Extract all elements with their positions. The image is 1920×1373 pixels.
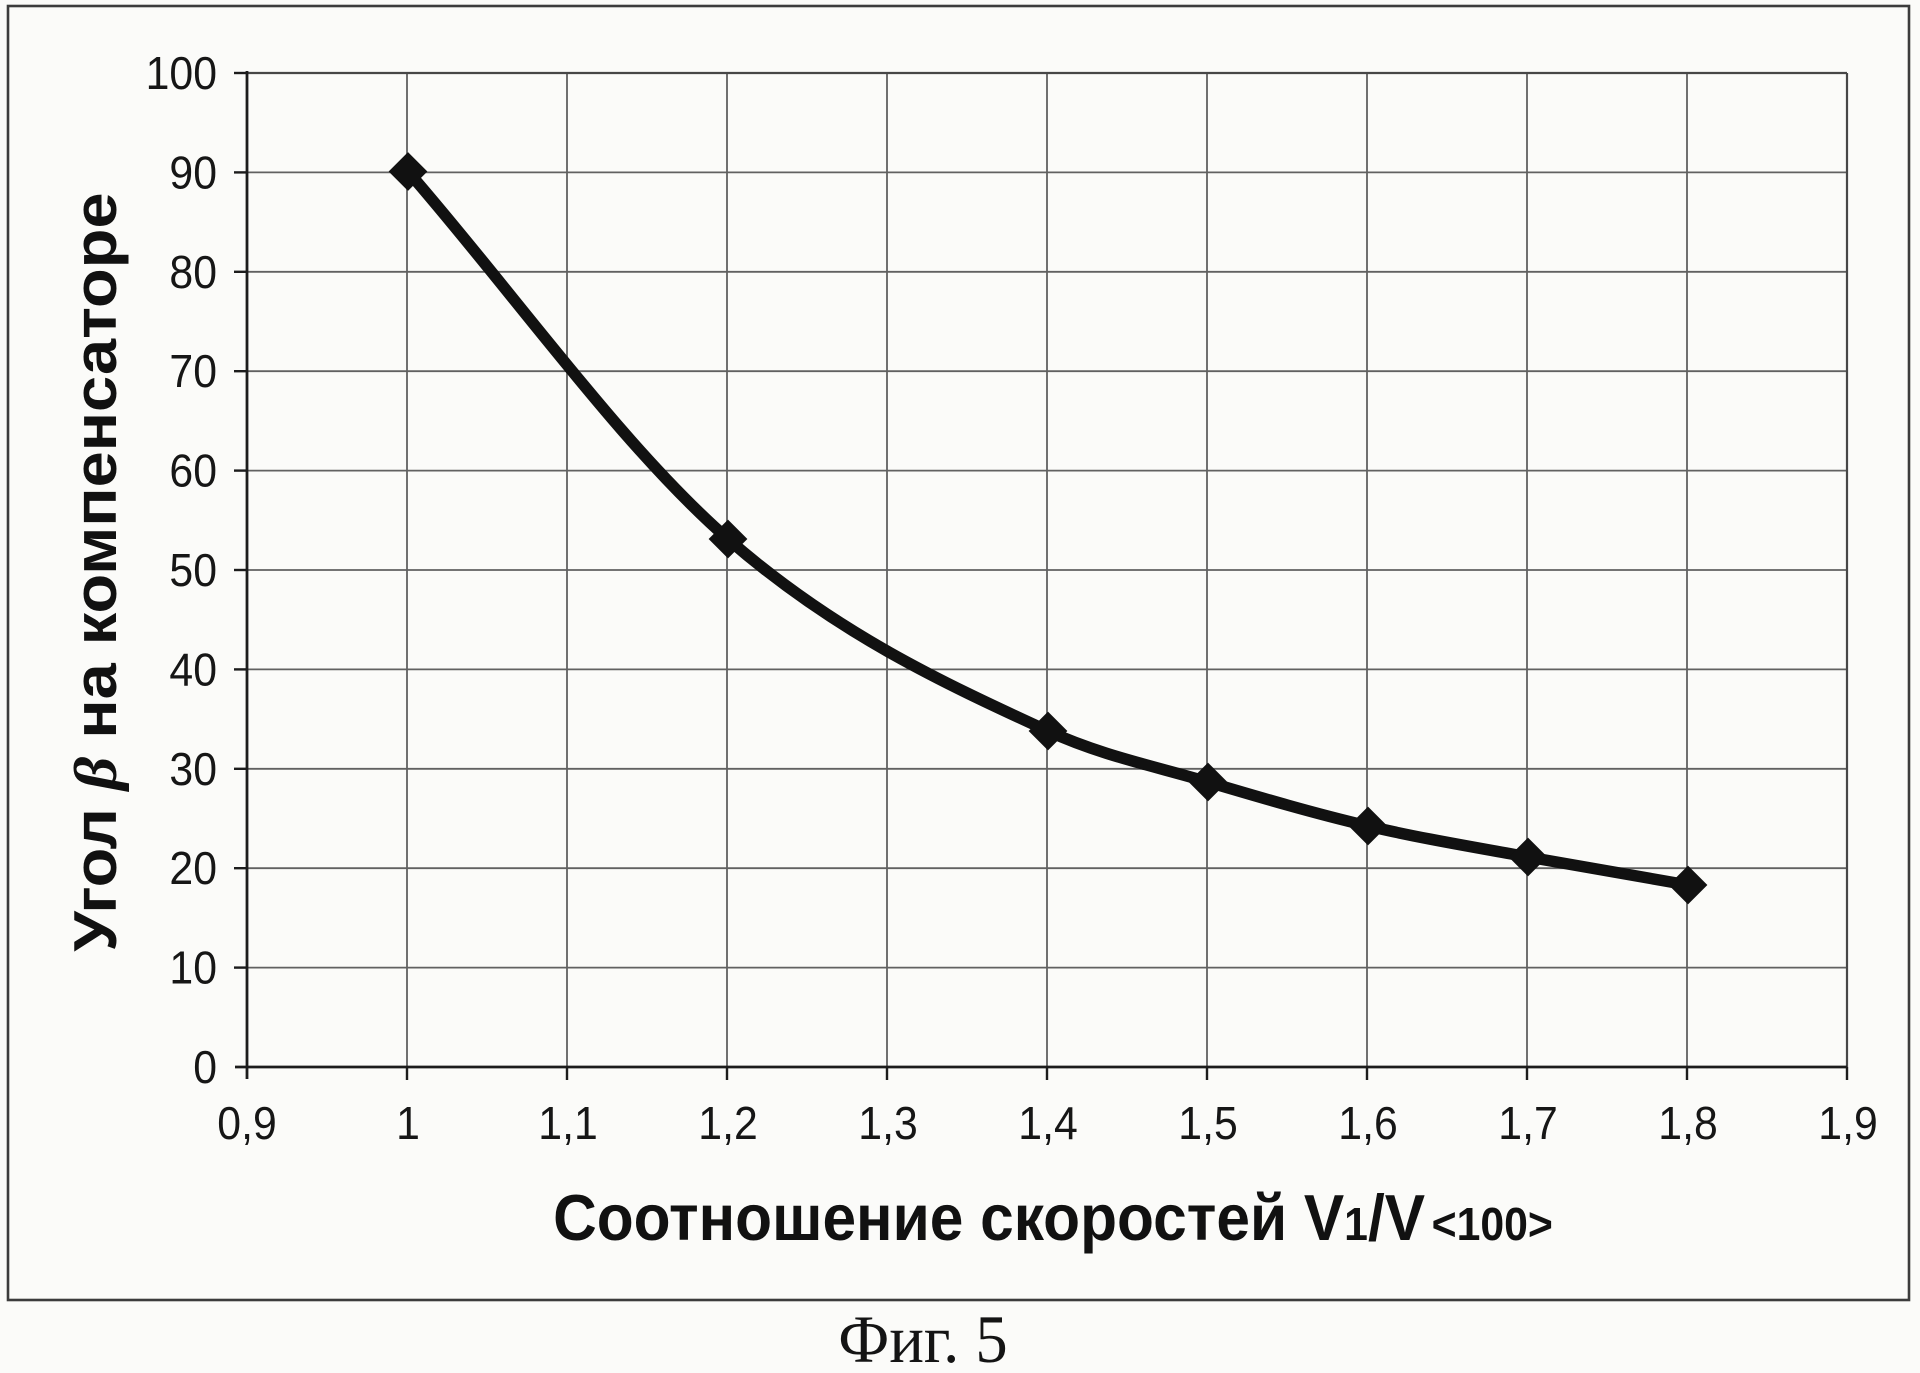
svg-text:80: 80 (169, 247, 217, 298)
svg-text:Соотношение скоростей V1/V<100: Соотношение скоростей V1/V <100> (553, 1182, 1553, 1254)
svg-text:1,5: 1,5 (1178, 1099, 1237, 1150)
svg-text:1,4: 1,4 (1018, 1099, 1077, 1150)
svg-text:20: 20 (169, 844, 217, 895)
svg-text:30: 30 (169, 744, 217, 795)
svg-text:1,1: 1,1 (538, 1099, 597, 1150)
svg-text:60: 60 (169, 446, 217, 497)
svg-text:10: 10 (169, 943, 217, 994)
svg-text:1,2: 1,2 (698, 1099, 757, 1150)
svg-text:0: 0 (193, 1043, 217, 1094)
svg-text:40: 40 (169, 645, 217, 696)
svg-text:1,9: 1,9 (1818, 1099, 1877, 1150)
svg-text:1,7: 1,7 (1498, 1099, 1557, 1150)
svg-text:Фиг. 5: Фиг. 5 (838, 1303, 1007, 1373)
svg-text:Угол β на компенсаторе: Угол β на компенсаторе (62, 192, 129, 951)
svg-text:1,8: 1,8 (1658, 1099, 1717, 1150)
svg-text:70: 70 (169, 347, 217, 398)
svg-text:0,9: 0,9 (217, 1099, 276, 1150)
svg-text:50: 50 (169, 546, 217, 597)
svg-text:100: 100 (146, 49, 217, 100)
svg-text:1,6: 1,6 (1338, 1099, 1397, 1150)
svg-text:1: 1 (396, 1099, 420, 1150)
svg-text:90: 90 (169, 148, 217, 199)
svg-text:1,3: 1,3 (858, 1099, 917, 1150)
